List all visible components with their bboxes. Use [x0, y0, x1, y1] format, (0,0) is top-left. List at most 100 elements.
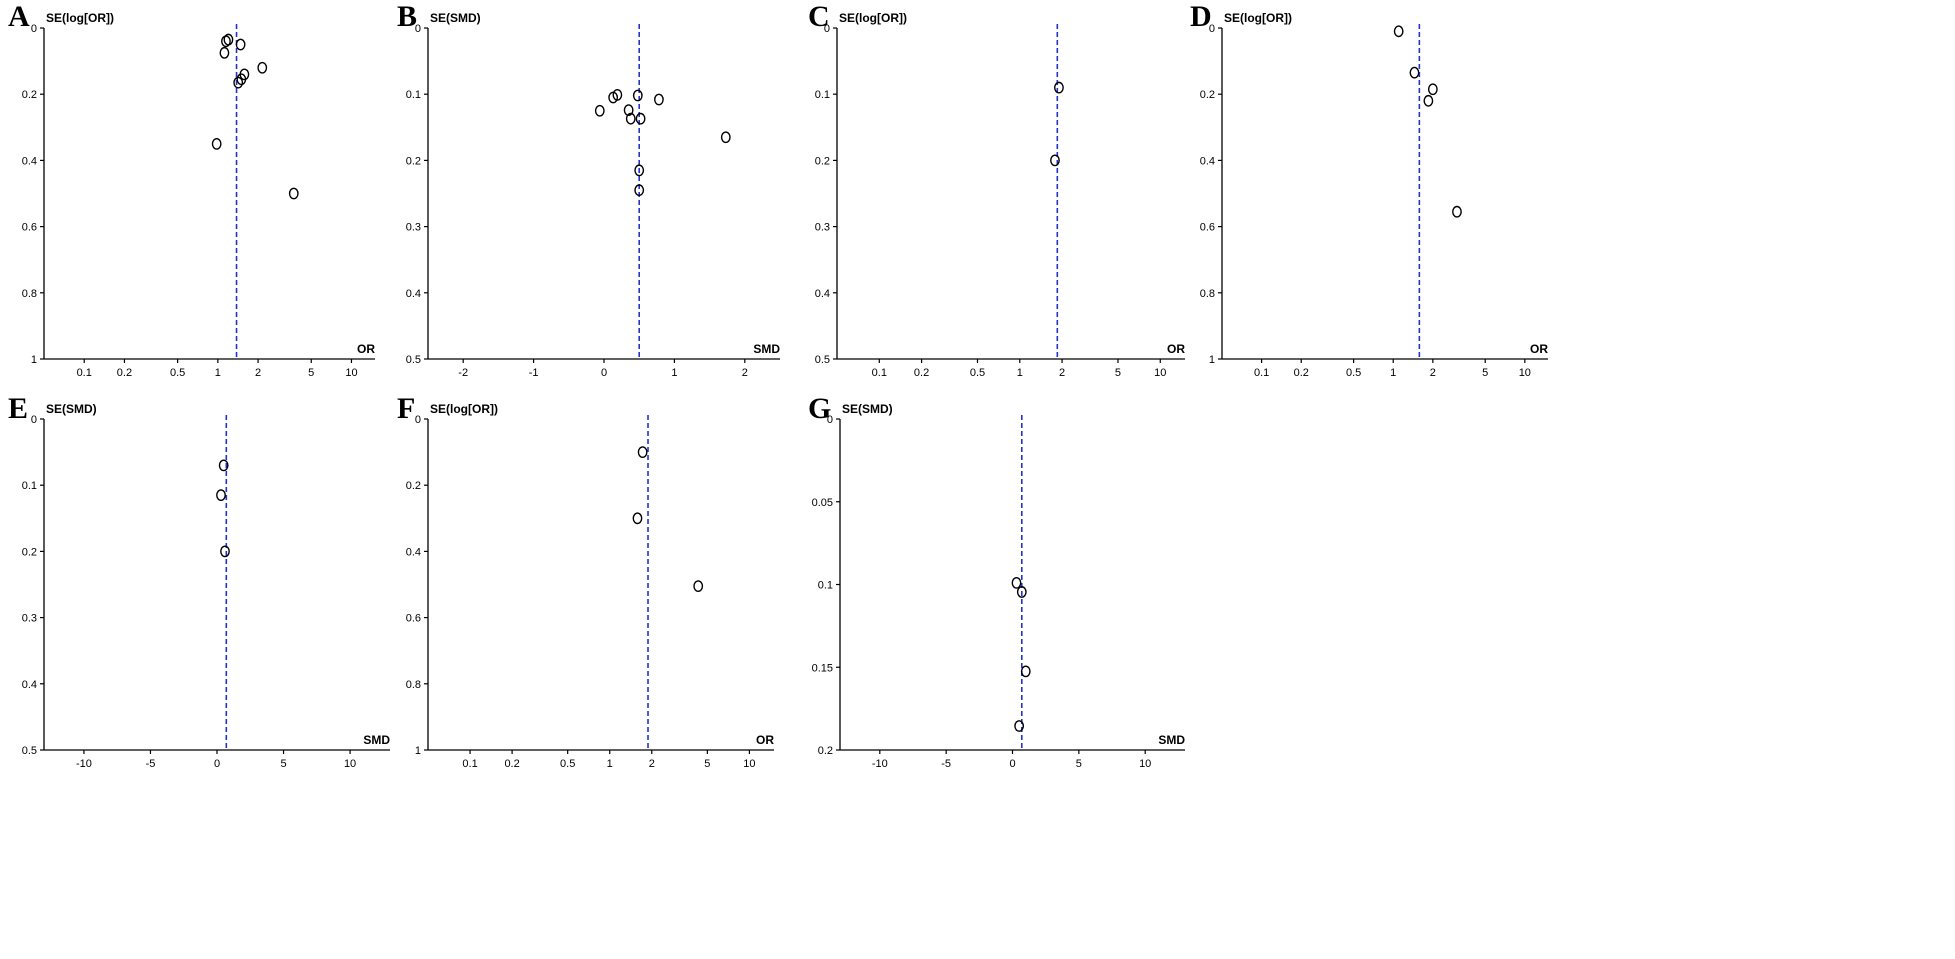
panel-e-x-tick-label: -10 [76, 758, 92, 770]
panel-g-study-point [1020, 665, 1031, 678]
panel-a-x-tick-label: 5 [308, 367, 314, 379]
panel-g-y-tick-label: 0.15 [812, 662, 833, 674]
panel-a-y-axis-title: SE(log[OR]) [46, 11, 114, 25]
panel-e-x-tick-label: 10 [344, 758, 356, 770]
panel-d-x-tick-label: 1 [1390, 367, 1396, 379]
panel-d-y-tick-label: 0.8 [1200, 288, 1215, 300]
panel-c-x-tick-label: 1 [1017, 367, 1023, 379]
panel-c-x-tick-label: 5 [1115, 367, 1121, 379]
panel-b: B SE(SMD) 0 0.1 0.2 0.3 0.4 0.5 -2 -1 0 1 2 SMD [397, 0, 780, 379]
panel-c-y-tick-label: 0.1 [815, 89, 830, 101]
panel-a-y-tick-label: 0.8 [22, 288, 37, 300]
panel-a-x-tick-label: 10 [345, 367, 357, 379]
panel-a: A SE(log[OR]) 0 0.2 0.4 0.6 0.8 1 0.1 0.2 0.5 1 2 5 10… [8, 0, 375, 379]
panel-c-y-tick-label: 0.4 [815, 288, 830, 300]
panel-d-y-tick-label: 1 [1209, 354, 1215, 366]
panel-d-letter: D [1190, 0, 1212, 33]
panel-b-study-point [632, 89, 643, 102]
panel-f-y-tick-label: 0.2 [406, 480, 421, 492]
panel-g-y-tick-label: 0.2 [818, 745, 833, 757]
panel-e-y-tick-label: 0.5 [22, 745, 37, 757]
panel-e-x-tick-label: -5 [146, 758, 156, 770]
panel-a-study-point [257, 61, 268, 74]
panel-g-y-tick-label: 0.05 [812, 497, 833, 509]
panel-e-x-axis-title: SMD [363, 733, 390, 747]
panel-b-y-tick-label: 0.3 [406, 222, 421, 234]
panel-b-study-point [594, 104, 605, 117]
panel-e-y-axis-title: SE(SMD) [46, 402, 97, 416]
panel-c-x-tick-label: 2 [1059, 367, 1065, 379]
panel-a-study-point [223, 33, 234, 46]
panel-e-x-tick-label: 0 [214, 758, 220, 770]
panel-c-y-tick-label: 0 [824, 23, 830, 35]
panel-g-y-axis-title: SE(SMD) [842, 402, 893, 416]
panel-e-y-tick-label: 0.4 [22, 679, 37, 691]
panel-d-x-tick-label: 2 [1430, 367, 1436, 379]
panel-f-study-point [632, 512, 643, 525]
panel-b-x-tick-label: -2 [458, 367, 468, 379]
panel-a-x-tick-label: 1 [215, 367, 221, 379]
panel-g-study-point [1014, 720, 1025, 732]
panel-a-x-tick-label: 0.1 [77, 367, 92, 379]
panel-e: E SE(SMD) 0 0.1 0.2 0.3 0.4 0.5 -10 -5 0 5 10 SMD [8, 392, 390, 770]
panel-g-x-tick-label: 5 [1076, 758, 1082, 770]
panel-e-y-tick-label: 0 [31, 414, 37, 426]
panel-c-letter: C [808, 0, 830, 33]
panel-d-study-point [1452, 205, 1462, 218]
panel-c-x-tick-label: 10 [1154, 367, 1166, 379]
panel-b-study-point [625, 112, 636, 125]
panel-b-y-tick-label: 0.2 [406, 155, 421, 167]
panel-d: D SE(log[OR]) 0 0.2 0.4 0.6 0.8 1 0.1 0.2 0.5 1 2 5 10… [1190, 0, 1548, 379]
panel-f-y-axis-title: SE(log[OR]) [430, 402, 498, 416]
panel-b-study-point [720, 131, 731, 144]
panel-e-study-point [216, 489, 226, 502]
panel-g-x-tick-label: -5 [941, 758, 951, 770]
panel-f-y-tick-label: 0.6 [406, 613, 421, 625]
panel-a-study-point [233, 76, 244, 89]
panel-b-study-point [612, 88, 623, 101]
panel-g-y-tick-label: 0 [827, 414, 833, 426]
panel-d-x-tick-label: 0.2 [1294, 367, 1309, 379]
panel-d-y-tick-label: 0.4 [1200, 155, 1215, 167]
panel-f-y-tick-label: 1 [415, 745, 421, 757]
panel-g: G SE(SMD) 0 0.05 0.1 0.15 0.2 -10 -5 0 5 10 SMD [808, 392, 1185, 770]
panel-a-study-point [236, 73, 247, 86]
panel-c-x-tick-label: 0.1 [872, 367, 887, 379]
panel-a-x-axis-title: OR [357, 342, 375, 356]
panel-b-x-axis-title: SMD [753, 342, 780, 356]
panel-e-y-tick-label: 0.1 [22, 480, 37, 492]
panel-b-study-point [634, 184, 645, 197]
panel-b-y-tick-label: 0.1 [406, 89, 421, 101]
panel-b-y-axis-title: SE(SMD) [430, 11, 481, 25]
panel-a-y-tick-label: 0.4 [22, 155, 37, 167]
panel-a-y-tick-label: 0.6 [22, 222, 37, 234]
panel-b-study-point [634, 164, 645, 177]
panel-e-x-tick-label: 5 [280, 758, 286, 770]
panel-c-x-axis-title: OR [1167, 342, 1185, 356]
panel-a-x-tick-label: 2 [255, 367, 261, 379]
panel-c-y-tick-label: 0.2 [815, 155, 830, 167]
panel-d-study-point [1393, 25, 1404, 38]
panel-c-x-tick-label: 0.2 [914, 367, 929, 379]
panel-a-letter: A [8, 0, 30, 33]
panel-d-study-point [1409, 66, 1420, 79]
panel-b-x-tick-label: 1 [671, 367, 677, 379]
panel-e-y-tick-label: 0.3 [22, 613, 37, 625]
panel-d-study-point [1427, 83, 1438, 96]
panel-f-x-tick-label: 10 [743, 758, 755, 770]
panel-f-x-tick-label: 5 [704, 758, 710, 770]
panel-f-y-tick-label: 0 [415, 414, 421, 426]
panel-f: F SE(log[OR]) 0 0.2 0.4 0.6 0.8 1 0.1 0.2 0.5 1 2 5 10… [397, 392, 774, 770]
panel-a-study-point [221, 35, 231, 48]
panel-a-study-point [219, 46, 230, 59]
panel-b-y-tick-label: 0 [415, 23, 421, 35]
panel-b-x-tick-label: 2 [742, 367, 748, 379]
panel-f-x-tick-label: 0.1 [462, 758, 477, 770]
panel-c-y-tick-label: 0.3 [815, 222, 830, 234]
panel-a-study-point [288, 187, 299, 200]
panel-g-x-tick-label: 0 [1009, 758, 1015, 770]
panel-a-study-point [211, 137, 222, 150]
panel-g-x-tick-label: -10 [872, 758, 888, 770]
panel-d-x-tick-label: 0.1 [1254, 367, 1269, 379]
panel-a-y-tick-label: 0.2 [22, 89, 37, 101]
